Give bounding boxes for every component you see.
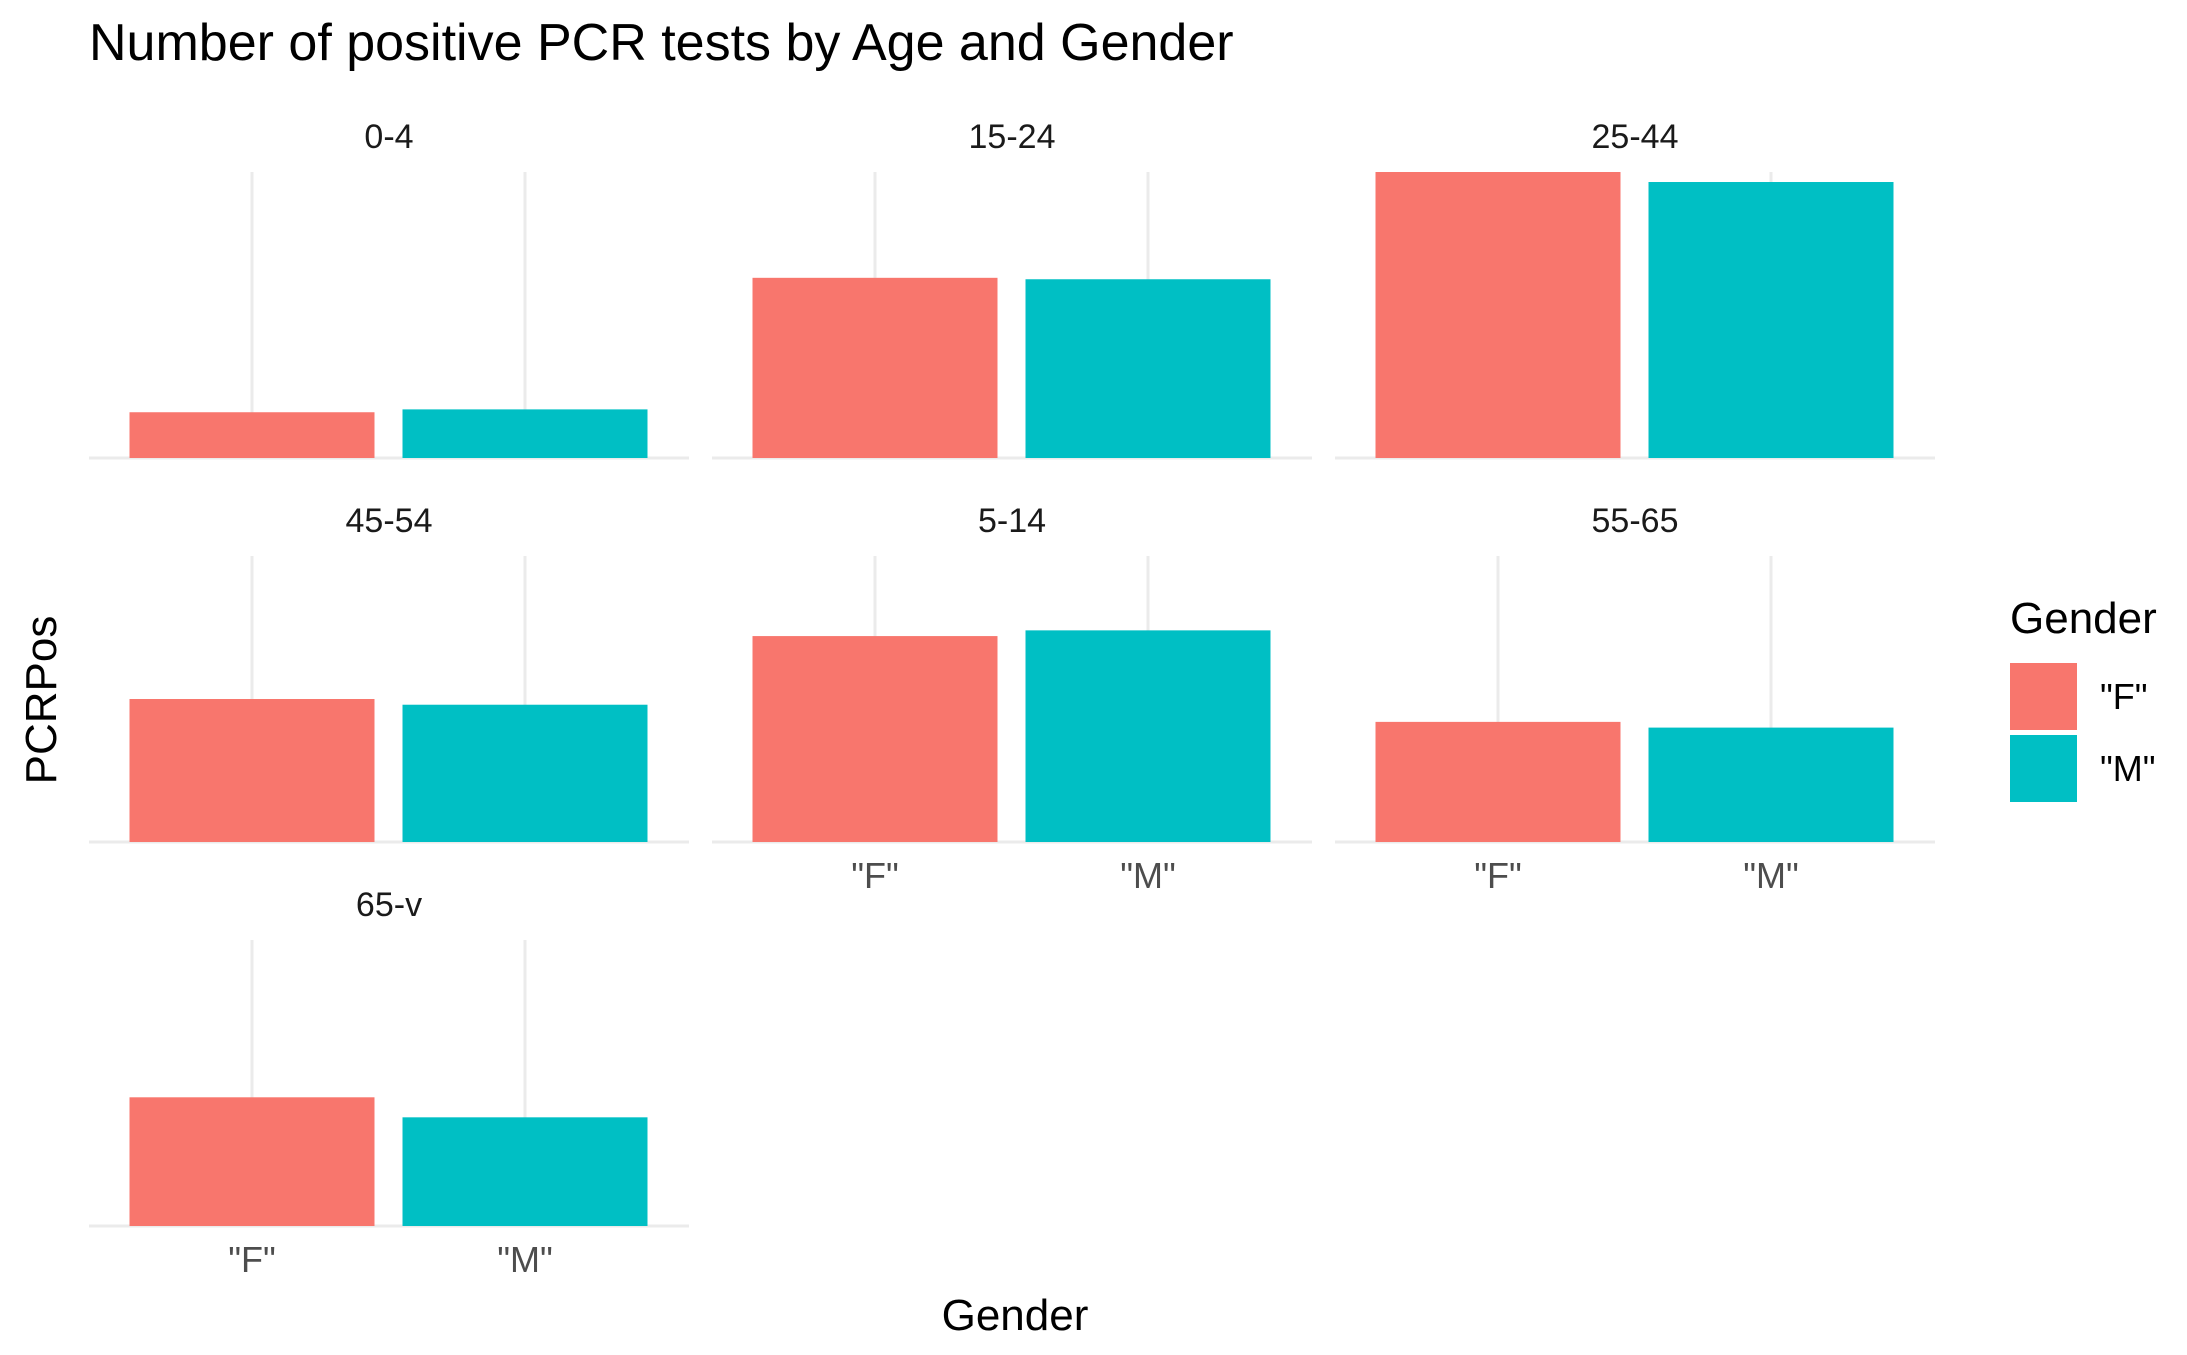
bar-f [1375,172,1621,458]
facet-panel: 0-4 [89,118,689,460]
bar-f [752,636,998,842]
facet-panel: 5-14 "F" "M" [712,502,1312,896]
facet-label: 0-4 [364,118,413,156]
facet-label: 65-v [356,886,422,924]
bar-m [1648,182,1894,458]
bar-f [129,699,375,842]
bar-f [129,1097,375,1226]
facet-panel: 45-54 [89,502,689,844]
x-tick-label: "F" [1474,855,1522,896]
x-tick-label: "F" [851,855,899,896]
x-tick-label: "M" [1120,855,1176,896]
bar-m [402,409,648,458]
bar-f [752,277,998,458]
bar-m [402,1117,648,1226]
facet-panel: 65-v "F" "M" [89,886,689,1280]
legend-key [2010,735,2077,802]
facet-panel: 25-44 [1335,118,1935,460]
bar-m [402,704,648,842]
facet-label: 25-44 [1592,118,1679,156]
x-axis-label: Gender [942,1291,1089,1340]
legend-entry-label: "M" [2100,748,2156,789]
facet-label: 55-65 [1592,502,1679,540]
facet-label: 45-54 [346,502,433,540]
y-axis-label: PCRPos [17,616,66,785]
legend-title: Gender [2010,594,2157,643]
bar-m [1025,630,1271,842]
facet-label: 15-24 [969,118,1056,156]
x-tick-label: "M" [1743,855,1799,896]
legend: Gender "F" "M" [2010,594,2157,802]
bar-m [1025,279,1271,458]
facet-panel: 15-24 [712,118,1312,460]
legend-key [2010,663,2077,730]
facet-panel: 55-65 "F" "M" [1335,502,1935,896]
legend-entry-label: "F" [2100,676,2148,717]
bar-m [1648,727,1894,842]
bar-f [129,412,375,458]
bar-f [1375,721,1621,842]
x-tick-label: "M" [497,1239,553,1280]
facet-label: 5-14 [978,502,1046,540]
x-tick-label: "F" [228,1239,276,1280]
chart-title: Number of positive PCR tests by Age and … [89,14,1234,72]
legend-entries: "F" "M" [2010,663,2156,802]
